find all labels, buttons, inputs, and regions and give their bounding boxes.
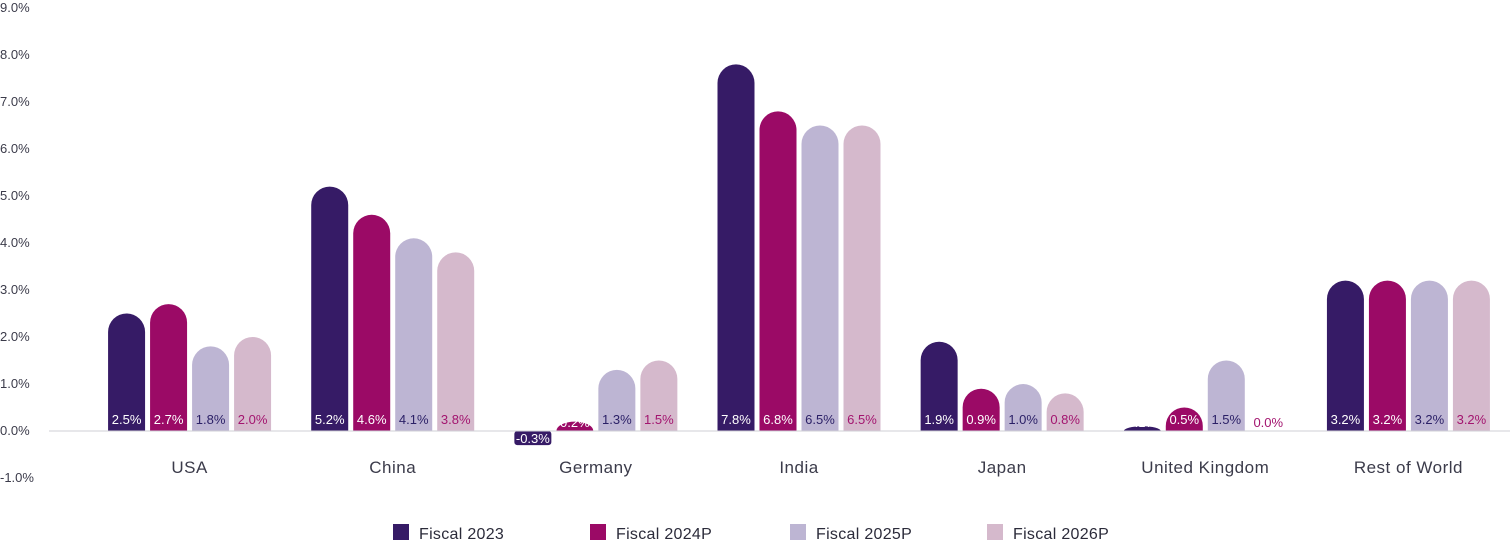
bar-india-fiscal-2024p [759,111,797,431]
data-label: 0.9% [966,412,996,427]
data-label: 3.2% [1373,412,1403,427]
bar-united-kingdom-fiscal-2025p [1207,360,1245,431]
category-label-china: China [369,458,416,477]
category-label-india: India [779,458,818,477]
y-tick-label: 3.0% [0,282,30,297]
legend-label: Fiscal 2023 [419,526,504,543]
bar-japan-fiscal-2024p [962,388,1000,431]
data-label: 2.5% [112,412,142,427]
bar-rest-of-world-fiscal-2025p [1410,280,1448,431]
y-tick-label: 0.0% [0,423,30,438]
data-label: 6.5% [805,412,835,427]
y-tick-label: 1.0% [0,376,30,391]
bar-japan-fiscal-2025p [1004,384,1042,431]
bar-india-fiscal-2026p [843,125,881,431]
bar-usa-fiscal-2025p [192,346,230,431]
y-tick-label: 2.0% [0,329,30,344]
bar-group-germany: -0.3% 0.2% 1.3% 1.5% [514,360,678,446]
data-label: 3.2% [1457,412,1487,427]
bar-china-fiscal-2025p [395,238,433,431]
data-label: 1.5% [1211,412,1241,427]
data-label: 3.2% [1331,412,1361,427]
data-label: 1.8% [196,412,226,427]
bar-india-fiscal-2025p [801,125,839,431]
bar-germany-fiscal-2026p [640,360,678,431]
bar-usa-fiscal-2024p [150,304,188,431]
bar-germany-fiscal-2025p [598,369,636,431]
y-tick-label: 6.0% [0,141,30,156]
data-label: 0.0% [1253,415,1283,430]
data-label: 5.2% [315,412,345,427]
bar-rest-of-world-fiscal-2024p [1368,280,1406,431]
bar-japan-fiscal-2026p [1046,393,1084,431]
y-axis: 9.0% 8.0% 7.0% 6.0% 5.0% 4.0% 3.0% 2.0% 1.0% 0.0%… [0,0,34,485]
data-label: 0.1% [1127,415,1157,430]
legend-swatch [987,524,1003,540]
data-label: 1.9% [924,412,954,427]
bar-group-rest-of-world: 3.2% 3.2% 3.2% 3.2% [1326,280,1490,431]
data-label: 1.3% [602,412,632,427]
bar-india-fiscal-2023 [717,64,755,431]
data-label: -0.3% [516,431,550,446]
category-label-united-kingdom: United Kingdom [1141,458,1269,477]
bar-japan-fiscal-2023 [920,341,958,431]
y-tick-label: 4.0% [0,235,30,250]
category-label-germany: Germany [559,458,632,477]
data-label: 7.8% [721,412,751,427]
legend-swatch [393,524,409,540]
bar-germany-fiscal-2023 [514,431,552,446]
legend-label: Fiscal 2026P [1013,526,1109,543]
y-tick-label: 7.0% [0,94,30,109]
data-label: 2.7% [154,412,184,427]
bar-group-china: 5.2% 4.6% 4.1% 3.8% [311,186,475,431]
legend-swatch [590,524,606,540]
y-tick-label: 5.0% [0,188,30,203]
bar-germany-fiscal-2024p [556,421,594,431]
y-tick-label: -1.0% [0,470,34,485]
bar-china-fiscal-2024p [353,214,391,431]
data-label: 1.5% [644,412,674,427]
category-label-usa: USA [171,458,208,477]
bar-usa-fiscal-2023 [108,313,146,431]
bar-rest-of-world-fiscal-2026p [1452,280,1490,431]
y-tick-label: 9.0% [0,0,30,15]
legend-item-fiscal-2024p: Fiscal 2024P [590,524,712,543]
data-label: 3.2% [1415,412,1445,427]
data-label: 4.6% [357,412,387,427]
legend-item-fiscal-2023: Fiscal 2023 [393,524,504,543]
data-label: 4.1% [399,412,429,427]
category-label-japan: Japan [978,458,1027,477]
bar-united-kingdom-fiscal-2024p [1165,407,1203,431]
bar-china-fiscal-2023 [311,186,349,431]
legend-swatch [790,524,806,540]
bar-group-usa: 2.5% 2.7% 1.8% 2.0% [108,304,272,431]
legend: Fiscal 2023 Fiscal 2024P Fiscal 2025P Fisca… [393,524,1109,543]
data-label: 2.0% [238,412,268,427]
data-label: 6.5% [847,412,877,427]
y-tick-label: 8.0% [0,47,30,62]
data-label: 1.0% [1008,412,1038,427]
bar-united-kingdom-fiscal-2023 [1123,426,1161,431]
data-label: 0.8% [1050,412,1080,427]
bar-usa-fiscal-2026p [234,336,272,431]
bar-china-fiscal-2026p [437,252,475,431]
legend-item-fiscal-2026p: Fiscal 2026P [987,524,1109,543]
bar-group-india: 7.8% 6.8% 6.5% 6.5% [717,64,881,431]
legend-item-fiscal-2025p: Fiscal 2025P [790,524,912,543]
bar-group-japan: 1.9% 0.9% 1.0% 0.8% [920,341,1084,431]
data-label: 0.2% [560,415,590,430]
bars: 2.5% 2.7% 1.8% 2.0% 5.2% 4.6% 4.1% 3.8% -0.3% 0.2… [108,64,1490,446]
category-labels: USA China Germany India Japan United Kingdom R… [171,458,1463,477]
data-label: 3.8% [441,412,471,427]
legend-label: Fiscal 2024P [616,526,712,543]
legend-label: Fiscal 2025P [816,526,912,543]
category-label-rest-of-world: Rest of World [1354,458,1463,477]
bar-group-united-kingdom: 0.1% 0.5% 1.5% 0.0% [1123,360,1284,431]
bar-rest-of-world-fiscal-2023 [1326,280,1364,431]
data-label: 0.5% [1169,412,1199,427]
data-label: 6.8% [763,412,793,427]
